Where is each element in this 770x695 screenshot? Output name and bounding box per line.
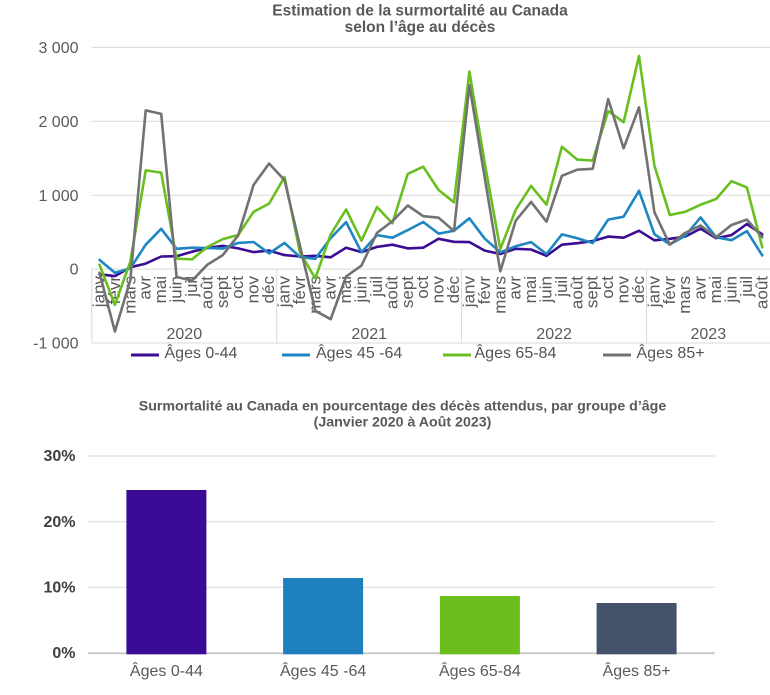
svg-text:2021: 2021 xyxy=(351,326,387,343)
svg-text:2022: 2022 xyxy=(536,326,572,343)
svg-text:mai: mai xyxy=(151,276,170,303)
svg-text:déc: déc xyxy=(259,276,278,304)
svg-text:mai: mai xyxy=(336,276,355,303)
svg-text:août: août xyxy=(567,276,586,309)
svg-text:mars: mars xyxy=(675,276,694,314)
svg-text:sept: sept xyxy=(213,276,232,308)
svg-text:févr: févr xyxy=(105,276,124,305)
svg-text:3 000: 3 000 xyxy=(38,40,78,57)
svg-text:sept: sept xyxy=(398,276,417,308)
svg-text:déc: déc xyxy=(444,276,463,304)
svg-text:nov: nov xyxy=(614,276,633,304)
svg-text:août: août xyxy=(197,276,216,309)
svg-text:Âges 85+: Âges 85+ xyxy=(637,343,705,362)
svg-text:août: août xyxy=(382,276,401,309)
svg-text:Âges 45 -64: Âges 45 -64 xyxy=(280,661,366,680)
svg-text:Estimation de la surmortalité: Estimation de la surmortalité au Canada xyxy=(272,3,568,20)
svg-text:0%: 0% xyxy=(52,645,75,662)
svg-text:Âges 0-44: Âges 0-44 xyxy=(165,343,238,362)
svg-text:juin: juin xyxy=(537,276,556,303)
svg-text:1 000: 1 000 xyxy=(38,188,78,205)
svg-text:janv: janv xyxy=(90,276,109,309)
svg-text:30%: 30% xyxy=(43,448,75,465)
svg-text:janv: janv xyxy=(275,276,294,309)
svg-text:Âges 65-84: Âges 65-84 xyxy=(475,343,557,362)
svg-text:selon l’âge au décès: selon l’âge au décès xyxy=(345,19,496,36)
svg-text:juil: juil xyxy=(737,276,756,298)
svg-text:mars: mars xyxy=(120,276,139,314)
svg-text:mai: mai xyxy=(706,276,725,303)
svg-text:2023: 2023 xyxy=(691,326,727,343)
svg-text:Âges 0-44: Âges 0-44 xyxy=(130,661,203,680)
svg-text:-1 000: -1 000 xyxy=(33,336,78,353)
svg-text:août: août xyxy=(752,276,770,309)
svg-text:avr: avr xyxy=(506,276,525,300)
svg-text:0: 0 xyxy=(70,262,79,279)
svg-text:juin: juin xyxy=(722,276,741,303)
svg-text:janv: janv xyxy=(644,276,663,309)
svg-text:2 000: 2 000 xyxy=(38,114,78,131)
svg-text:juin: juin xyxy=(167,276,186,303)
svg-text:oct: oct xyxy=(228,276,247,299)
svg-text:nov: nov xyxy=(429,276,448,304)
svg-text:juil: juil xyxy=(552,276,571,298)
svg-text:mai: mai xyxy=(521,276,540,303)
svg-text:10%: 10% xyxy=(43,580,75,597)
svg-text:2020: 2020 xyxy=(167,326,203,343)
svg-text:Âges 45 -64: Âges 45 -64 xyxy=(316,343,402,362)
svg-text:févr: févr xyxy=(660,276,679,305)
svg-text:oct: oct xyxy=(413,276,432,299)
svg-text:nov: nov xyxy=(244,276,263,304)
svg-text:avr: avr xyxy=(136,276,155,300)
svg-text:oct: oct xyxy=(598,276,617,299)
svg-text:avr: avr xyxy=(321,276,340,300)
svg-text:janv: janv xyxy=(459,276,478,309)
svg-text:(Janvier 2020 à Août 2023): (Janvier 2020 à Août 2023) xyxy=(314,415,492,431)
svg-text:Surmortalité au Canada en pour: Surmortalité au Canada en pourcentage de… xyxy=(139,399,667,415)
svg-text:Âges 85+: Âges 85+ xyxy=(603,661,671,680)
svg-text:mars: mars xyxy=(490,276,509,314)
svg-text:juil: juil xyxy=(367,276,386,298)
svg-text:sept: sept xyxy=(583,276,602,308)
svg-text:juin: juin xyxy=(352,276,371,303)
svg-text:Âges 65-84: Âges 65-84 xyxy=(439,661,521,680)
svg-text:févr: févr xyxy=(290,276,309,305)
svg-text:déc: déc xyxy=(629,276,648,304)
svg-text:20%: 20% xyxy=(43,514,75,531)
svg-text:févr: févr xyxy=(475,276,494,305)
svg-text:juil: juil xyxy=(182,276,201,298)
svg-text:avr: avr xyxy=(691,276,710,300)
